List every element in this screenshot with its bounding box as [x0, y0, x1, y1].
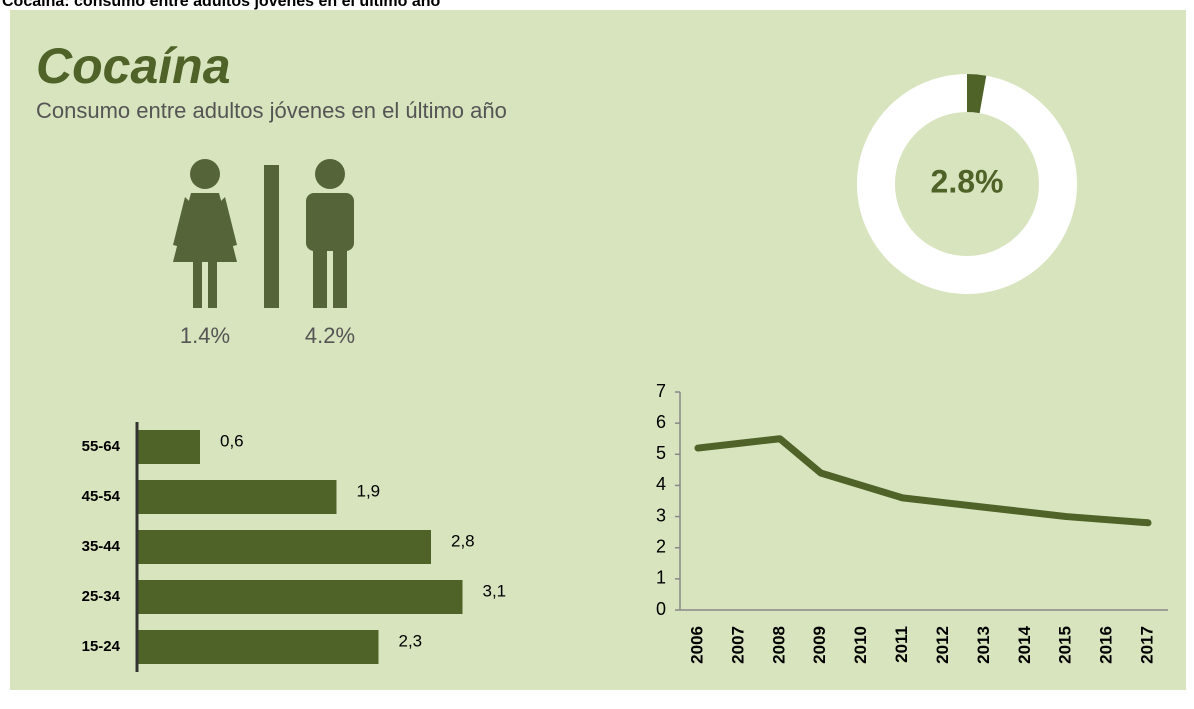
x-tick-label: 2006: [687, 626, 706, 664]
x-tick-label: 2017: [1137, 626, 1156, 664]
divider: [264, 165, 279, 308]
x-tick-label: 2009: [810, 626, 829, 664]
value-label: 3,1: [483, 581, 507, 600]
y-tick-label: 3: [656, 505, 666, 525]
value-label: 0,6: [220, 431, 244, 450]
icon-body: [306, 193, 354, 251]
value-label: 2,8: [451, 531, 475, 550]
y-tick-label: 5: [656, 443, 666, 463]
x-tick-label: 2013: [974, 626, 993, 664]
value-label: 1,9: [357, 481, 381, 500]
value-label: 1.4%: [180, 323, 230, 348]
icon-leg: [333, 245, 347, 308]
y-tick-label: 4: [656, 474, 666, 494]
category-label: 15-24: [82, 638, 121, 655]
bar: [137, 580, 463, 614]
category-label: 55-64: [82, 438, 121, 455]
x-tick-label: 2016: [1097, 626, 1116, 664]
donut-label: 2.8%: [931, 163, 1004, 199]
icon-arm: [173, 197, 237, 247]
line-series: [694, 435, 1152, 527]
caption: Cocaína: consumo entre adultos jóvenes e…: [2, 0, 441, 10]
x-tick-label: 2008: [769, 626, 788, 664]
bar: [137, 530, 431, 564]
value-label: 2,3: [399, 631, 423, 650]
y-tick-label: 6: [656, 412, 666, 432]
icon-leg: [208, 260, 217, 308]
y-tick-label: 1: [656, 568, 666, 588]
icon-head: [315, 159, 345, 189]
female-icon: [173, 159, 237, 308]
category-label: 45-54: [82, 488, 121, 505]
icon-leg: [193, 260, 202, 308]
y-tick-label: 7: [656, 381, 666, 401]
panel: [10, 10, 1186, 690]
donut-segment: [966, 74, 987, 114]
y-tick-label: 0: [656, 599, 666, 619]
category-label: 25-34: [82, 588, 121, 605]
icon-leg: [313, 245, 327, 308]
title: Cocaína: [36, 38, 231, 94]
y-tick-label: 2: [656, 536, 666, 556]
x-tick-label: 2007: [728, 626, 747, 664]
value-label: 4.2%: [305, 323, 355, 348]
x-tick-label: 2012: [933, 626, 952, 664]
bar: [137, 480, 337, 514]
x-tick-label: 2010: [851, 626, 870, 664]
icon-head: [190, 159, 220, 189]
category-label: 35-44: [82, 538, 121, 555]
bar: [137, 430, 200, 464]
male-icon: [306, 159, 354, 308]
subtitle: Consumo entre adultos jóvenes en el últi…: [36, 98, 507, 123]
bar: [137, 630, 379, 664]
x-tick-label: 2014: [1015, 625, 1034, 663]
x-tick-label: 2011: [892, 626, 911, 663]
x-tick-label: 2015: [1056, 626, 1075, 664]
